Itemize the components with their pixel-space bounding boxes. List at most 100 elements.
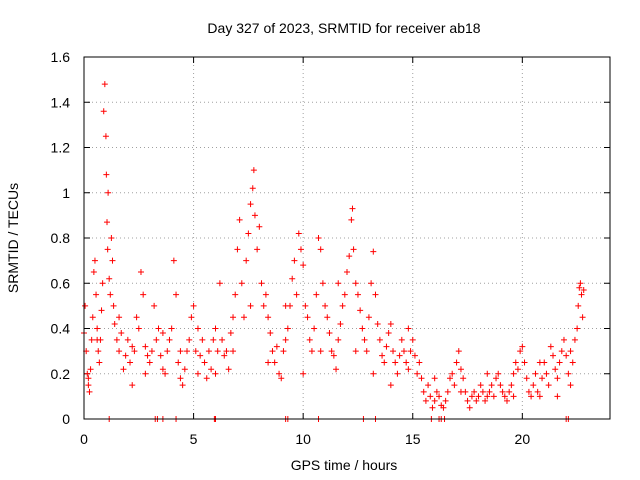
data-point <box>578 291 585 298</box>
data-point <box>580 287 587 294</box>
data-point <box>468 393 475 400</box>
data-point <box>420 388 427 395</box>
data-point <box>536 359 543 366</box>
data-point <box>219 336 226 343</box>
data-point <box>205 348 212 355</box>
data-point <box>374 320 381 327</box>
data-point <box>495 370 502 377</box>
data-point <box>556 359 563 366</box>
data-point <box>473 397 480 404</box>
data-point <box>554 393 561 400</box>
data-point <box>493 375 500 382</box>
y-tick-label: 1.2 <box>51 140 71 156</box>
data-point <box>363 348 370 355</box>
data-point <box>162 370 169 377</box>
tick-layer: 0 0.2 0.4 0.6 0.8 1 1.2 1.4 1.6 0 5 10 15 20 <box>51 49 610 447</box>
data-point <box>293 291 300 298</box>
y-tick-label: 1 <box>62 185 70 201</box>
data-point <box>501 393 508 400</box>
data-point <box>514 366 521 373</box>
data-point <box>108 235 115 241</box>
data-point <box>122 352 129 359</box>
data-point <box>247 302 254 309</box>
data-point <box>503 397 510 404</box>
data-point <box>416 359 423 366</box>
data-point <box>256 223 263 230</box>
data-point <box>464 397 471 404</box>
data-point <box>567 348 574 355</box>
data-point <box>177 375 184 382</box>
data-point <box>94 325 101 332</box>
y-tick-label: 0.2 <box>51 366 71 382</box>
y-tick-label: 0 <box>62 411 70 427</box>
data-point <box>86 388 93 395</box>
data-point <box>510 393 517 400</box>
y-tick-label: 0.8 <box>51 230 71 246</box>
data-point <box>558 348 565 355</box>
data-point <box>131 348 138 355</box>
data-point <box>291 257 298 264</box>
data-point <box>230 314 237 321</box>
data-point <box>159 330 166 337</box>
y-tick-label: 1.4 <box>51 94 71 110</box>
data-point <box>497 382 504 389</box>
data-point <box>341 291 348 298</box>
data-point <box>192 348 199 355</box>
data-point <box>569 359 576 366</box>
data-point <box>88 336 95 343</box>
data-point <box>250 167 257 174</box>
data-point <box>95 348 102 355</box>
data-point <box>577 280 584 287</box>
data-point <box>238 280 245 287</box>
grid-layer <box>84 57 610 419</box>
data-point <box>199 336 206 343</box>
data-point <box>398 336 405 343</box>
data-point <box>411 352 418 359</box>
data-point <box>523 375 530 382</box>
data-point <box>554 375 561 382</box>
data-point <box>579 314 586 321</box>
data-point <box>455 348 462 355</box>
data-point <box>528 393 535 400</box>
data-point <box>563 352 570 359</box>
y-tick-label: 1.6 <box>51 49 71 65</box>
data-point <box>212 370 219 377</box>
data-point <box>214 348 221 355</box>
data-point <box>273 343 280 350</box>
data-point <box>427 393 434 400</box>
data-point <box>349 205 356 212</box>
data-point <box>142 370 149 377</box>
data-point <box>532 370 539 377</box>
data-point <box>449 370 456 377</box>
data-point <box>103 171 110 178</box>
data-point <box>337 320 344 327</box>
data-point <box>405 366 412 373</box>
data-point <box>99 280 106 287</box>
data-point <box>94 336 101 343</box>
y-axis-label: SRMTID / TECUs <box>5 183 21 293</box>
data-point <box>372 291 379 298</box>
data-point <box>552 366 559 373</box>
data-point <box>387 382 394 389</box>
data-point <box>230 348 237 355</box>
data-point <box>575 302 582 309</box>
data-point <box>330 352 337 359</box>
data-point <box>186 336 193 343</box>
data-point <box>545 382 552 389</box>
data-point <box>243 257 250 264</box>
data-point <box>379 352 386 359</box>
data-point <box>477 382 484 389</box>
data-point <box>216 280 223 287</box>
data-point <box>153 336 160 343</box>
data-point <box>146 359 153 366</box>
data-point <box>304 314 311 321</box>
data-point <box>471 388 478 395</box>
data-point <box>425 382 432 389</box>
data-point <box>381 359 388 366</box>
data-point <box>350 246 357 253</box>
data-point <box>418 375 425 382</box>
data-point <box>140 291 147 298</box>
data-point <box>508 382 515 389</box>
data-point <box>565 370 572 377</box>
data-point <box>475 393 482 400</box>
